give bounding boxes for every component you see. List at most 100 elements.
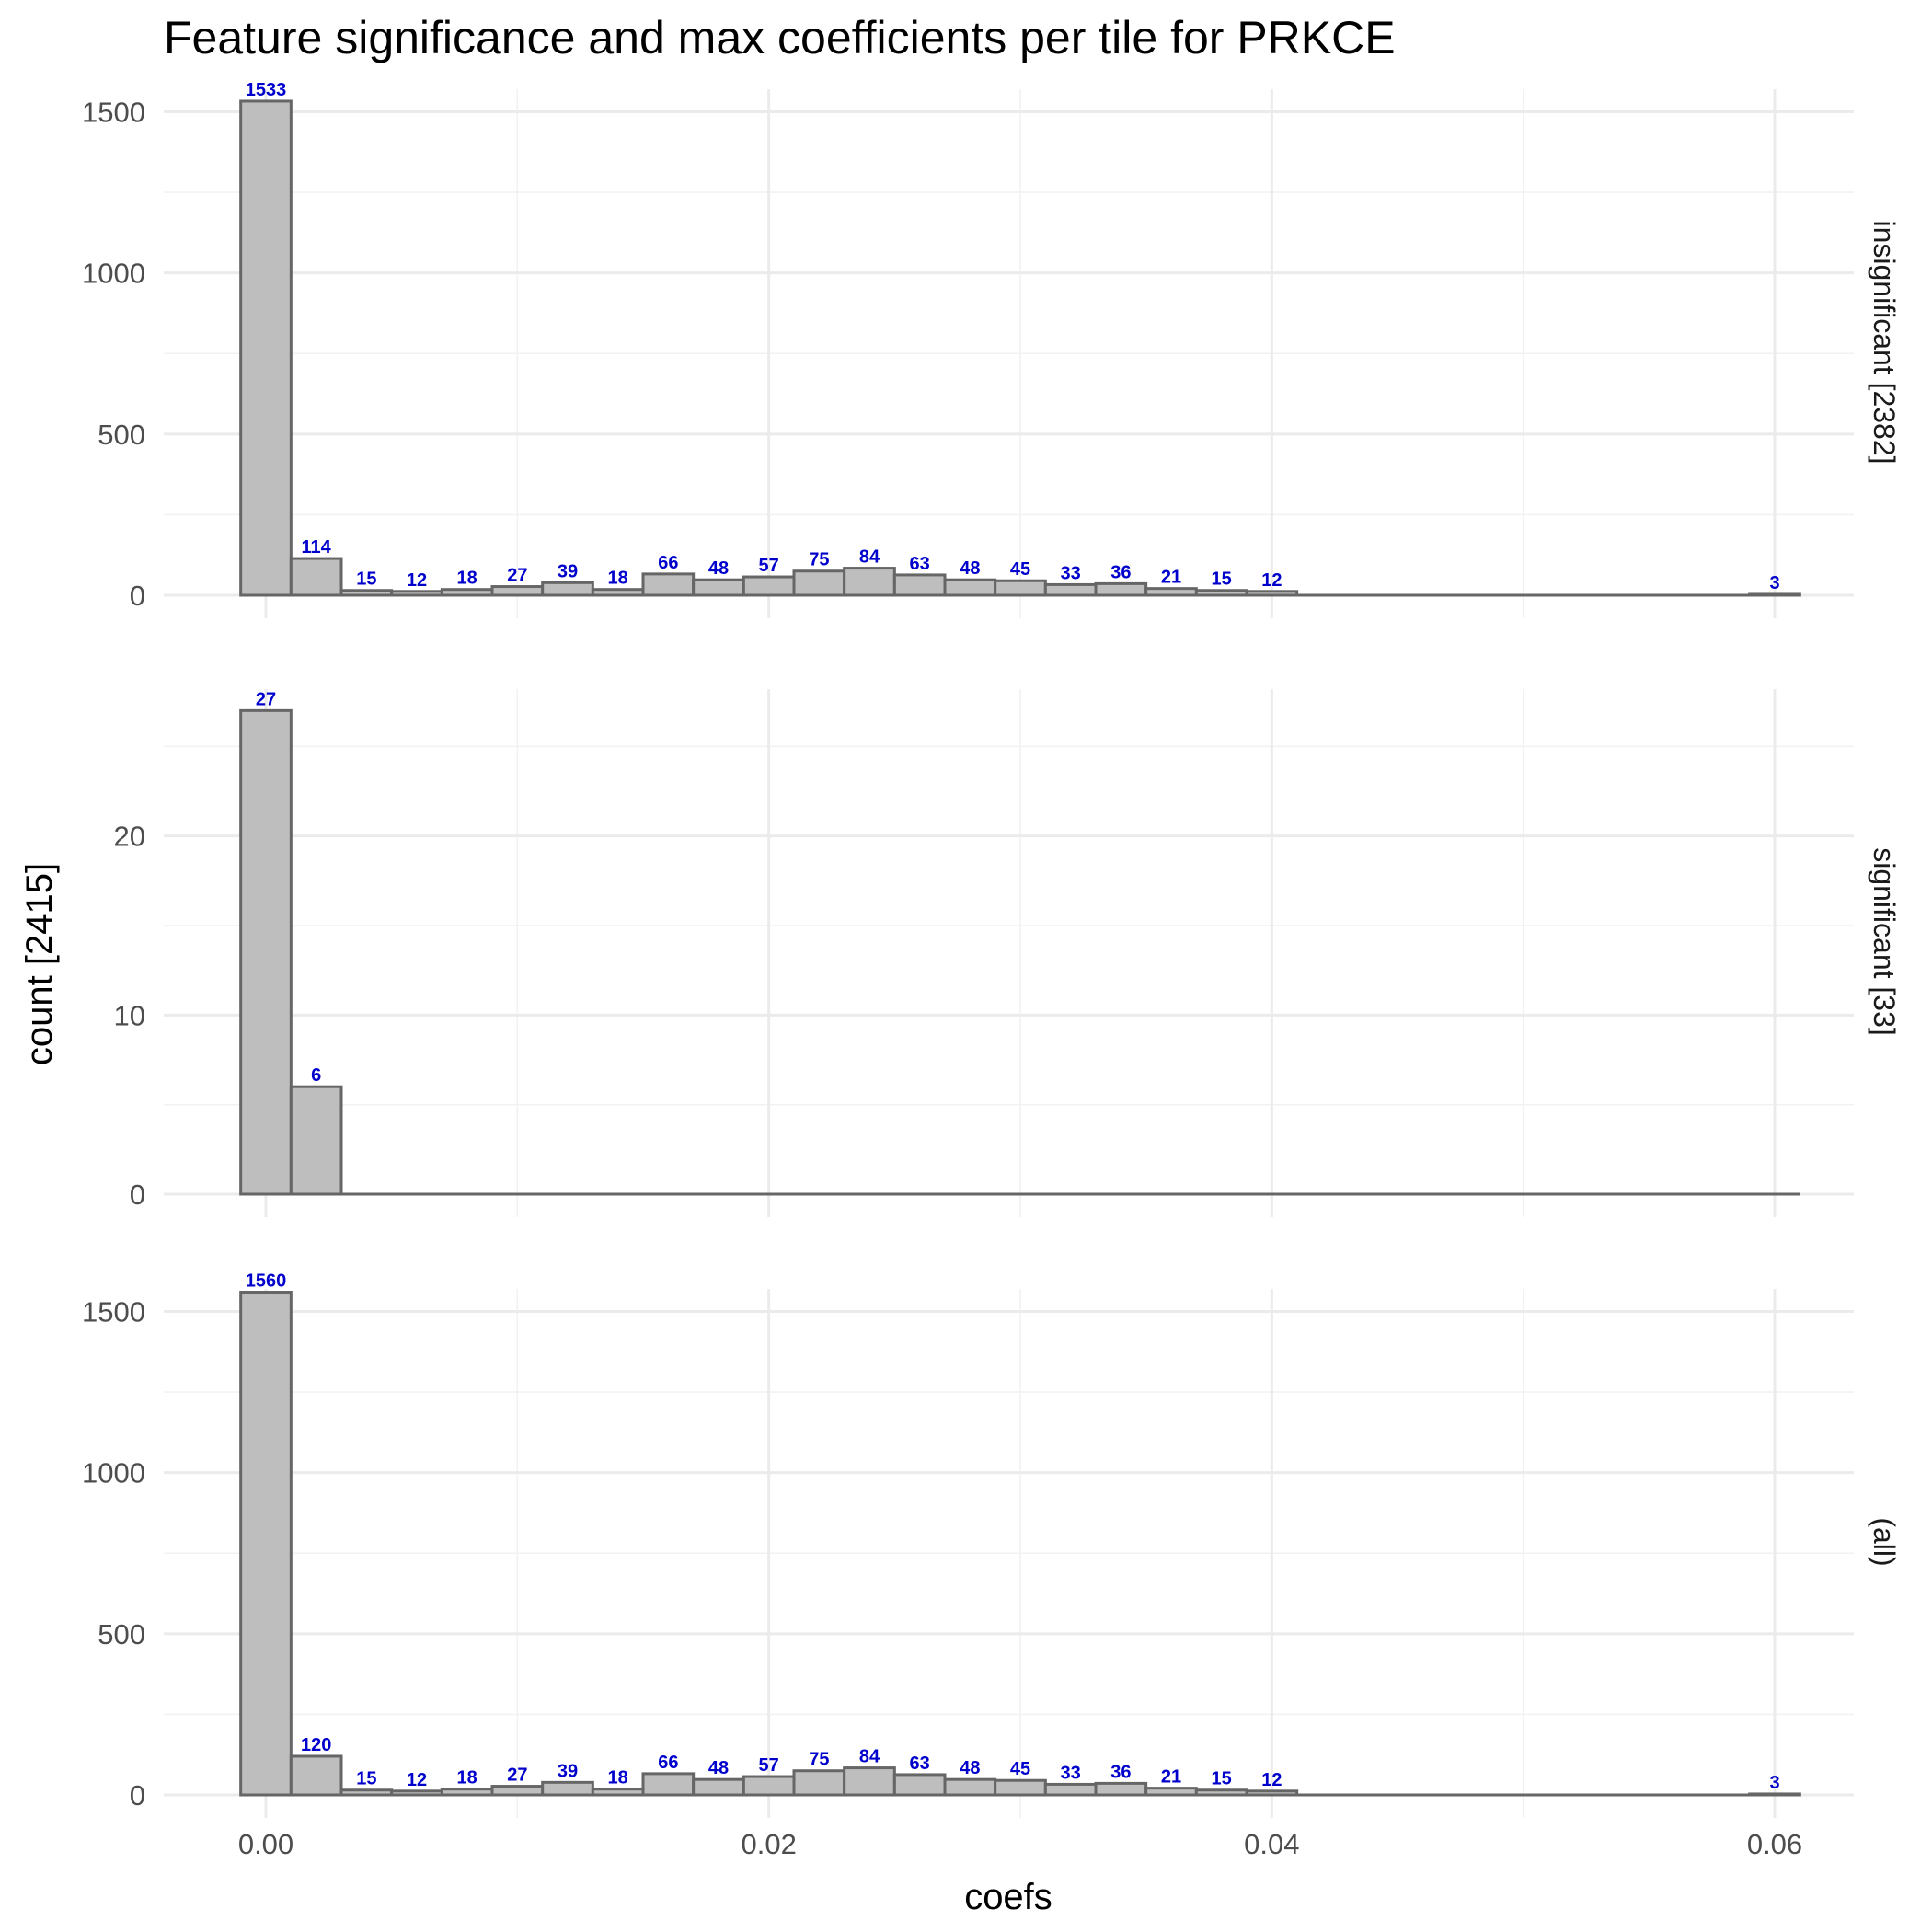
- bar-count-label: 120: [301, 1735, 331, 1755]
- y-tick-label: 500: [98, 1618, 145, 1650]
- histogram-bar: [289, 1085, 343, 1196]
- bar-count-label: 15: [356, 569, 376, 590]
- y-tick-label: 10: [114, 999, 145, 1031]
- histogram-bar: [339, 1788, 394, 1797]
- bar-count-label: 12: [1261, 1770, 1282, 1790]
- bar-count-label: 36: [1110, 562, 1131, 582]
- y-tick-label: 1500: [82, 1296, 145, 1328]
- bar-count-label: 36: [1110, 1762, 1131, 1782]
- bar-count-label: 21: [1161, 1767, 1181, 1788]
- histogram-bar: [339, 589, 394, 597]
- y-tick-label: 20: [114, 821, 145, 853]
- histogram-bar: [792, 1769, 846, 1797]
- y-tick-label: 0: [130, 1179, 145, 1211]
- bar-count-label: 84: [859, 547, 880, 568]
- bar-count-label: 18: [608, 569, 628, 589]
- bar-count-label: 33: [1061, 563, 1081, 583]
- y-tick-label: 1000: [82, 1457, 145, 1489]
- histogram-bar: [943, 578, 997, 597]
- bar-count-label: 6: [311, 1065, 321, 1086]
- histogram-bar: [994, 1778, 1047, 1797]
- bar-count-label: 18: [608, 1768, 628, 1788]
- bar-count-label: 15: [356, 1769, 376, 1789]
- facet-strip-label: significant [33]: [1868, 847, 1901, 1036]
- bar-count-label: 12: [407, 570, 427, 591]
- bar-count-label: 84: [859, 1747, 880, 1767]
- histogram-bar: [440, 1788, 494, 1797]
- bar-count-label: 48: [708, 1758, 729, 1778]
- bar-count-label: 27: [507, 566, 527, 586]
- histogram-bar: [541, 581, 594, 597]
- histogram-bar: [843, 567, 896, 597]
- bar-count-label: 15: [1212, 1769, 1232, 1789]
- histogram-bar: [641, 572, 696, 597]
- bar-count-label: 57: [759, 1755, 779, 1776]
- bar-count-label: 1533: [246, 80, 287, 100]
- histogram-bar: [239, 99, 293, 597]
- histogram-bar: [692, 1777, 745, 1797]
- histogram-bar: [892, 1773, 947, 1797]
- histogram-bar: [1245, 1789, 1299, 1797]
- histogram-bar: [1043, 1782, 1098, 1797]
- bar-count-label: 12: [407, 1770, 427, 1790]
- histogram-bar: [1748, 592, 1801, 597]
- x-tick-label: 0.02: [741, 1828, 796, 1860]
- bar-count-label: 15: [1212, 569, 1232, 590]
- histogram-bar: [1094, 1781, 1148, 1797]
- histogram-bar: [490, 1785, 545, 1797]
- y-tick-label: 1500: [82, 97, 145, 129]
- histogram-bar: [591, 1788, 645, 1797]
- histogram-bar: [1748, 1792, 1801, 1797]
- histogram-bar: [591, 588, 645, 597]
- histogram-bar: [1194, 589, 1248, 597]
- bar-count-label: 39: [558, 561, 578, 581]
- bar-count-label: 66: [658, 1753, 678, 1773]
- y-axis-title: count [2415]: [19, 863, 60, 1065]
- histogram-bar: [994, 579, 1047, 597]
- bar-count-label: 48: [960, 558, 980, 579]
- histogram-bar: [1245, 590, 1299, 597]
- bar-count-label: 63: [910, 554, 930, 574]
- histogram-bar: [742, 575, 796, 597]
- bar-count-label: 39: [558, 1761, 578, 1781]
- histogram-bar: [289, 557, 343, 597]
- histogram-bar: [1094, 581, 1148, 597]
- bar-count-label: 3: [1769, 573, 1779, 593]
- bar-count-label: 18: [457, 1768, 477, 1788]
- bar-count-label: 66: [658, 553, 678, 573]
- x-tick-label: 0.00: [238, 1828, 293, 1860]
- histogram-bar: [1194, 1788, 1248, 1797]
- x-tick-label: 0.06: [1747, 1828, 1802, 1860]
- histogram-bar: [490, 585, 545, 597]
- bar-count-label: 3: [1769, 1773, 1779, 1793]
- histogram-bar: [239, 1291, 293, 1797]
- bar-count-label: 12: [1261, 570, 1282, 591]
- bar-count-label: 33: [1061, 1763, 1081, 1783]
- histogram-bar: [943, 1777, 997, 1797]
- bar-count-label: 75: [809, 1750, 829, 1770]
- facet-panel-3: 0 500 1000 1500 1560 120 15 12 18 27 39 18 66 48 57 75 8…: [82, 1271, 1901, 1818]
- bar-count-label: 114: [302, 537, 332, 558]
- histogram-bar: [792, 569, 846, 597]
- y-tick-label: 0: [130, 580, 145, 612]
- bar-count-label: 27: [507, 1765, 527, 1786]
- histogram-bar: [843, 1766, 896, 1797]
- x-axis-title: coefs: [964, 1877, 1052, 1917]
- bar-count-label: 57: [759, 556, 779, 576]
- bar-count-label: 48: [708, 558, 729, 579]
- facet-panel-2: 0 10 20 27 6 significant [33]: [114, 689, 1901, 1217]
- facet-strip-label: (all): [1868, 1517, 1901, 1566]
- histogram-bar: [641, 1772, 696, 1797]
- bar-count-label: 45: [1010, 559, 1030, 580]
- histogram-bar: [289, 1754, 343, 1797]
- bar-count-label: 75: [809, 550, 829, 570]
- chart-title: Feature significance and max coefficient…: [164, 12, 1396, 63]
- histogram-bar: [1043, 582, 1098, 597]
- histogram-bar: [390, 590, 443, 597]
- bar-count-label: 48: [960, 1758, 980, 1778]
- y-tick-label: 1000: [82, 258, 145, 290]
